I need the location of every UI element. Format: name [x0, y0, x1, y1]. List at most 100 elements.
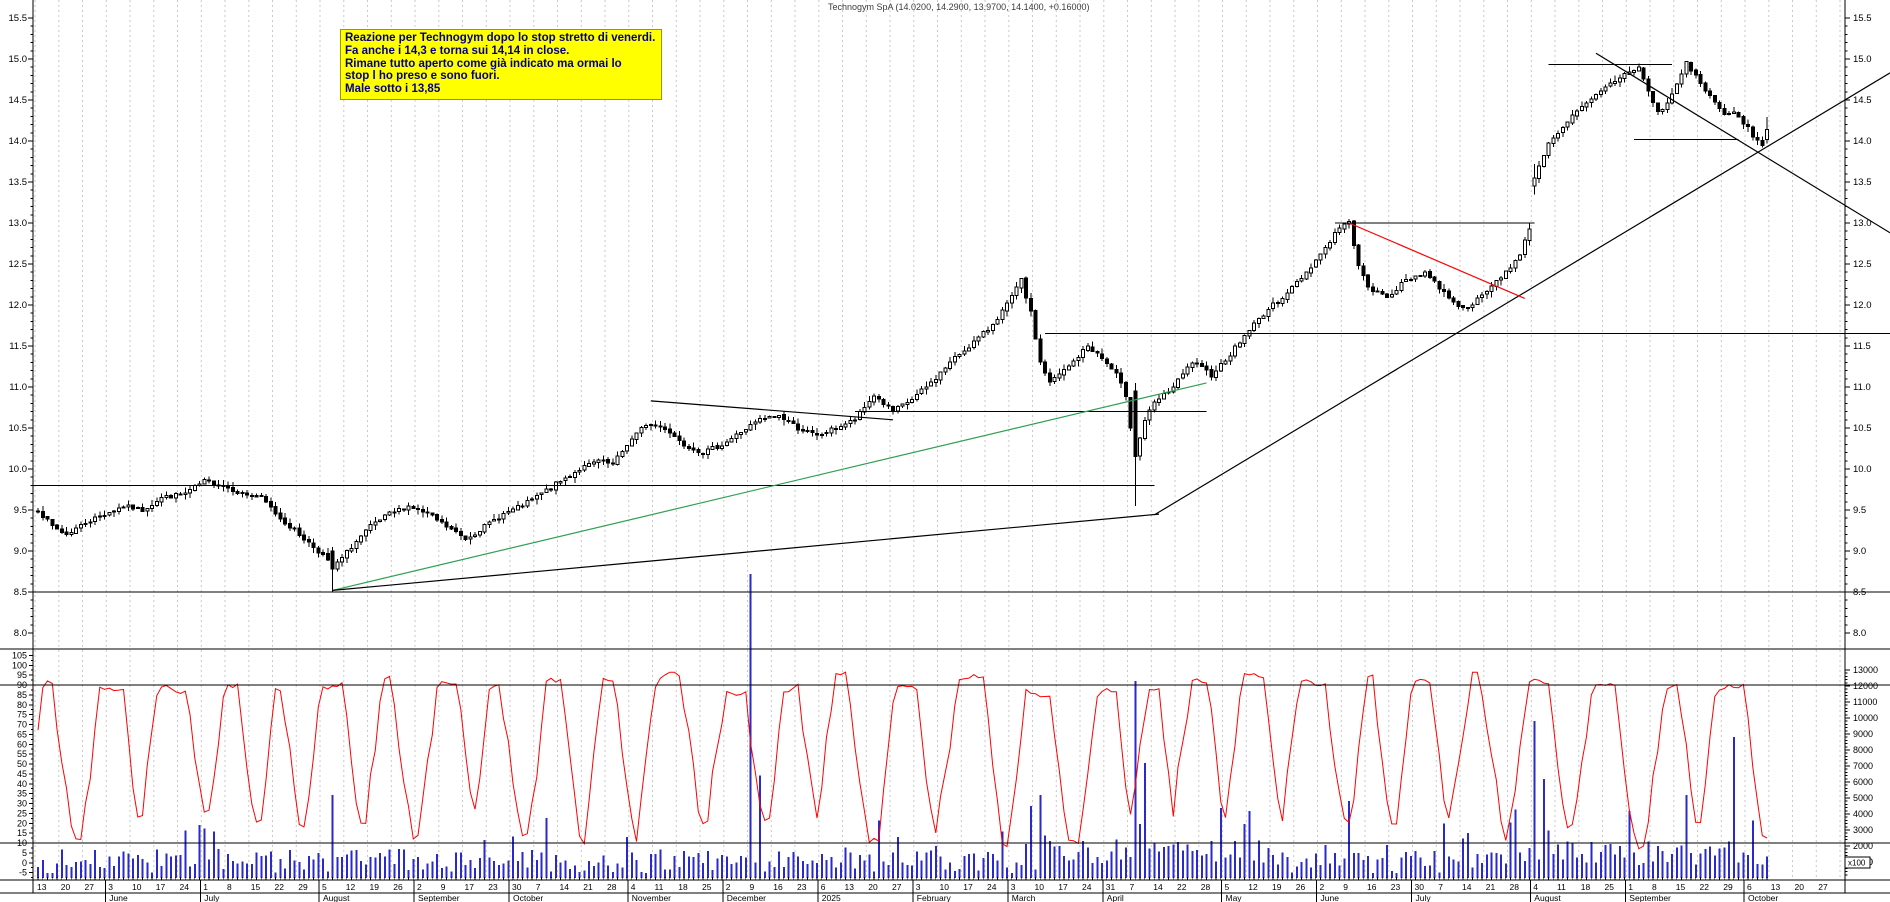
date-axis: 13 20 27 3 10 17 24 1 8 15 22 29 5 12 19 26 2 9 17 23 30 7 14 2…	[37, 877, 1828, 902]
svg-text:13: 13	[37, 882, 47, 892]
svg-text:15.5: 15.5	[9, 13, 28, 24]
shallow-base	[332, 513, 1160, 591]
svg-text:11.5: 11.5	[9, 341, 27, 352]
svg-text:7: 7	[536, 882, 541, 892]
svg-text:27: 27	[85, 882, 95, 892]
volume-bars	[37, 574, 1768, 878]
svg-text:8: 8	[227, 882, 232, 892]
svg-text:11.5: 11.5	[1853, 341, 1871, 352]
annotation-note[interactable]: Reazione per Technogym dopo lo stop stre…	[340, 29, 662, 100]
svg-text:August: August	[323, 893, 350, 902]
svg-text:35: 35	[17, 789, 27, 799]
svg-text:18: 18	[1581, 882, 1591, 892]
svg-text:8.0: 8.0	[1853, 628, 1866, 639]
svg-text:11.0: 11.0	[1853, 382, 1871, 393]
svg-text:December: December	[727, 893, 766, 902]
svg-text:3: 3	[916, 882, 921, 892]
svg-text:22: 22	[275, 882, 285, 892]
volume-multiplier-badge	[1844, 856, 1871, 869]
svg-text:6000: 6000	[1853, 777, 1873, 787]
svg-text:12.5: 12.5	[9, 259, 28, 270]
svg-text:1: 1	[1628, 882, 1633, 892]
svg-text:30: 30	[512, 882, 522, 892]
vertical-gridlines	[34, 0, 1841, 880]
svg-text:20: 20	[17, 818, 27, 828]
svg-text:12.0: 12.0	[1853, 300, 1872, 311]
svg-text:5: 5	[322, 882, 327, 892]
svg-text:10000: 10000	[1853, 713, 1878, 723]
svg-text:70: 70	[17, 720, 27, 730]
annotation-line: stop l ho preso e sono fuori.	[345, 70, 500, 83]
svg-text:14.0: 14.0	[9, 136, 28, 147]
svg-text:9.0: 9.0	[1853, 546, 1866, 557]
svg-text:10: 10	[940, 882, 950, 892]
svg-text:-5: -5	[19, 868, 27, 878]
svg-text:2: 2	[726, 882, 731, 892]
horizontal-levels[interactable]	[33, 64, 1890, 593]
svg-text:15: 15	[17, 828, 27, 838]
svg-text:100: 100	[12, 660, 27, 670]
svg-text:85: 85	[17, 690, 27, 700]
svg-text:7000: 7000	[1853, 761, 1873, 771]
svg-text:22: 22	[1700, 882, 1710, 892]
svg-text:8000: 8000	[1853, 745, 1873, 755]
svg-text:2000: 2000	[1853, 841, 1873, 851]
svg-text:9.0: 9.0	[14, 546, 27, 557]
oscillator-axis: 1051009590858075706560555045403530252015…	[12, 650, 33, 878]
svg-text:13.5: 13.5	[1853, 177, 1872, 188]
svg-text:15.5: 15.5	[1853, 13, 1872, 24]
svg-text:4: 4	[631, 882, 636, 892]
svg-text:July: July	[1416, 893, 1432, 902]
svg-text:15.0: 15.0	[1853, 54, 1872, 65]
svg-text:17: 17	[156, 882, 166, 892]
svg-text:6: 6	[821, 882, 826, 892]
svg-text:30: 30	[1415, 882, 1425, 892]
svg-text:25: 25	[1605, 882, 1615, 892]
svg-text:45: 45	[17, 769, 27, 779]
svg-text:8.5: 8.5	[1853, 587, 1866, 598]
trendlines[interactable]	[332, 52, 1890, 591]
svg-text:12: 12	[1248, 882, 1258, 892]
svg-text:11.0: 11.0	[9, 382, 27, 393]
red-resistance	[1348, 222, 1526, 299]
svg-text:16: 16	[773, 882, 783, 892]
svg-text:11: 11	[655, 882, 664, 892]
svg-text:3: 3	[1011, 882, 1016, 892]
svg-text:24: 24	[180, 882, 190, 892]
svg-text:0: 0	[22, 858, 27, 868]
svg-text:7: 7	[1438, 882, 1443, 892]
svg-text:9: 9	[750, 882, 755, 892]
svg-text:9: 9	[1343, 882, 1348, 892]
svg-text:10: 10	[132, 882, 142, 892]
svg-text:20: 20	[868, 882, 878, 892]
svg-text:9: 9	[441, 882, 446, 892]
svg-text:65: 65	[17, 729, 27, 739]
svg-text:105: 105	[12, 650, 27, 660]
svg-text:19: 19	[1272, 882, 1282, 892]
svg-text:6: 6	[1747, 882, 1752, 892]
svg-text:31: 31	[1106, 882, 1116, 892]
svg-text:23: 23	[1391, 882, 1401, 892]
svg-text:2: 2	[1320, 882, 1325, 892]
svg-text:25: 25	[702, 882, 712, 892]
svg-text:17: 17	[1058, 882, 1068, 892]
svg-text:5: 5	[22, 848, 27, 858]
svg-text:5: 5	[1225, 882, 1230, 892]
svg-text:14.0: 14.0	[1853, 136, 1872, 147]
svg-text:June: June	[1321, 893, 1340, 902]
svg-text:February: February	[917, 893, 952, 902]
svg-text:10.0: 10.0	[1853, 464, 1872, 475]
svg-text:10: 10	[17, 838, 27, 848]
svg-text:11: 11	[1557, 882, 1566, 892]
svg-text:17: 17	[963, 882, 973, 892]
svg-text:95: 95	[17, 670, 27, 680]
svg-text:15.0: 15.0	[9, 54, 28, 65]
svg-text:13.0: 13.0	[9, 218, 28, 229]
svg-text:10.5: 10.5	[9, 423, 28, 434]
svg-text:18: 18	[678, 882, 688, 892]
svg-text:26: 26	[393, 882, 403, 892]
chart-title: Technogym SpA (14.0200, 14.2900, 13.9700…	[828, 2, 1090, 12]
svg-text:16: 16	[1367, 882, 1377, 892]
